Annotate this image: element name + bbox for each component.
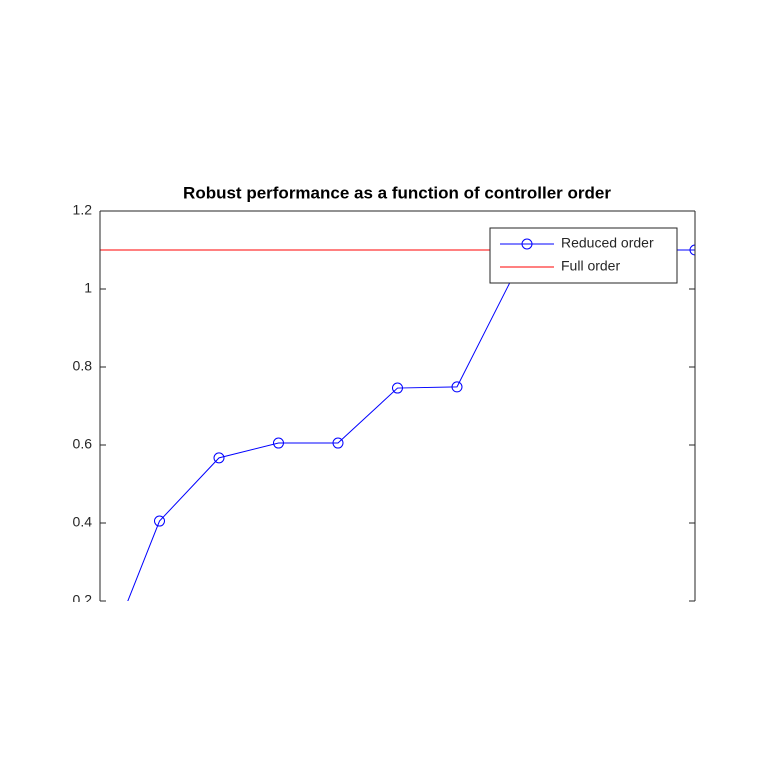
- point-marker: [392, 382, 403, 394]
- point-marker: [451, 381, 463, 393]
- y-tick-label: 1.2: [73, 202, 93, 218]
- y-tick-label: 0.4: [73, 514, 93, 530]
- point-marker: [213, 452, 225, 464]
- point-marker: [332, 437, 344, 449]
- legend: Reduced order Full order: [489, 227, 678, 284]
- point-marker: [689, 244, 695, 256]
- point-marker: [273, 437, 284, 449]
- legend-marker: [521, 238, 533, 250]
- y-tick-label: 0.6: [73, 436, 93, 452]
- y-tick-label: 0.8: [73, 358, 93, 374]
- crop-edge: [0, 602, 767, 767]
- legend-label: Full order: [561, 258, 620, 274]
- chart-title: Robust performance as a function of cont…: [183, 183, 611, 202]
- legend-label: Reduced order: [561, 235, 654, 251]
- point-marker: [154, 515, 165, 527]
- axes: 0.20.40.60.811.2: [73, 202, 696, 608]
- y-tick-label: 1: [84, 280, 92, 296]
- legend-box: [489, 227, 678, 284]
